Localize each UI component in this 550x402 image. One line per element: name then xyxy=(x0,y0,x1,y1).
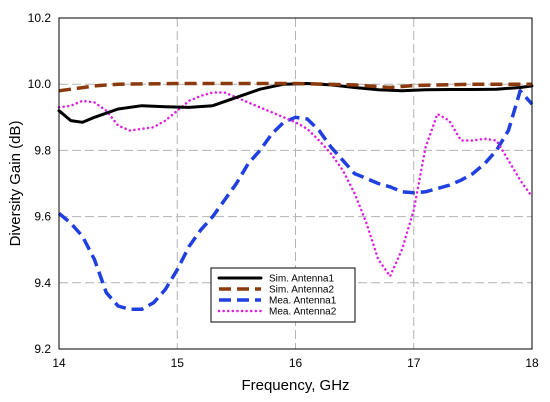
x-axis-label: Frequency, GHz xyxy=(241,377,349,394)
series-lines xyxy=(57,81,534,312)
y-tick-label: 9.8 xyxy=(34,143,51,157)
y-axis-label: Diversity Gain (dB) xyxy=(7,121,24,247)
x-tick-label: 17 xyxy=(407,356,421,370)
x-tick-label: 16 xyxy=(289,356,303,370)
plot-frame xyxy=(58,17,533,350)
legend-label: Sim. Antenna1 xyxy=(269,274,334,285)
x-tick-label: 18 xyxy=(525,356,539,370)
y-tick-label: 10.2 xyxy=(28,11,52,25)
y-tick-label: 9.4 xyxy=(34,276,51,290)
series-line-sim-antenna2 xyxy=(58,81,532,93)
legend-label: Mea. Antenna2 xyxy=(269,307,337,318)
tick-labels: 14 15 16 17 18 9.2 9.4 9.6 9.8 10.0 10.2 xyxy=(28,11,539,370)
legend-label: Sim. Antenna2 xyxy=(269,285,334,296)
y-tick-label: 10.0 xyxy=(28,77,52,91)
y-tick-label: 9.6 xyxy=(34,210,51,224)
series-line-mea-antenna1 xyxy=(57,89,534,312)
x-tick-label: 15 xyxy=(171,356,185,370)
x-tick-label: 14 xyxy=(52,356,66,370)
series-line-mea-antenna2 xyxy=(57,91,534,278)
legend-label: Mea. Antenna1 xyxy=(269,296,337,307)
y-tick-label: 9.2 xyxy=(34,342,51,356)
